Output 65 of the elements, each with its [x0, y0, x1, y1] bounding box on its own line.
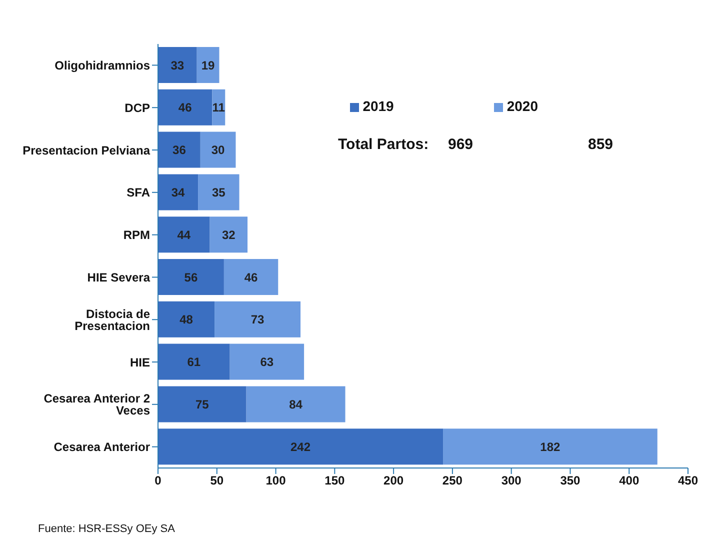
x-tick-label: 150 — [324, 474, 345, 488]
data-label: 61 — [187, 355, 201, 370]
source-note: Fuente: HSR-ESSy OEy SA — [38, 523, 175, 535]
y-tick-label: HIE Severa — [87, 270, 150, 284]
bar — [158, 301, 215, 338]
data-label: 75 — [195, 397, 210, 412]
data-label: 11 — [212, 100, 226, 115]
x-tick-label: 250 — [442, 474, 463, 488]
bar — [200, 132, 236, 168]
annotation: 969 — [448, 136, 474, 153]
bar — [158, 386, 246, 422]
y-tick-label: DCP — [124, 100, 150, 115]
data-label: 36 — [172, 143, 186, 158]
data-label: 84 — [289, 397, 303, 412]
data-label: 46 — [178, 100, 192, 115]
data-label: 19 — [201, 58, 216, 72]
y-tick-label: Distocia de Presentacion — [74, 306, 150, 333]
bar — [158, 428, 444, 465]
x-tick-label: 300 — [501, 474, 522, 488]
bar — [158, 259, 224, 295]
bar — [214, 301, 301, 338]
bar — [210, 216, 248, 253]
data-label: 48 — [180, 312, 194, 327]
bar — [158, 216, 210, 253]
x-tick-label: 350 — [560, 474, 581, 488]
bar — [158, 174, 198, 210]
bar — [230, 344, 304, 380]
annotation: 859 — [588, 136, 614, 153]
data-label: 73 — [250, 312, 265, 327]
data-label: 35 — [212, 185, 226, 200]
bar — [198, 174, 240, 210]
data-label: 56 — [184, 270, 198, 284]
data-label: 44 — [177, 228, 191, 242]
x-tick-label: 450 — [678, 474, 698, 488]
legend-label: 2019 — [362, 98, 394, 114]
x-tick-label: 200 — [384, 474, 404, 488]
bar — [224, 259, 278, 295]
data-label: 32 — [222, 228, 236, 242]
bar — [158, 132, 200, 168]
y-tick-label: Cesarea Anterior 2 Veces — [44, 392, 150, 418]
x-tick-label: 100 — [266, 474, 286, 488]
bar — [196, 47, 220, 83]
annotation: Total Partos: — [338, 136, 430, 153]
y-tick-label: RPM — [123, 228, 150, 242]
data-label: 46 — [244, 270, 258, 284]
x-tick-label: 50 — [210, 474, 224, 488]
y-tick-label: Oligohidramnios — [54, 58, 150, 72]
data-label: 63 — [260, 355, 274, 370]
y-tick-label: HIE — [130, 355, 150, 370]
x-tick-label: 0 — [154, 474, 162, 488]
data-label: 182 — [540, 440, 561, 454]
legend-label: 2020 — [506, 98, 538, 114]
bar — [158, 344, 230, 380]
data-label: 30 — [211, 143, 226, 158]
y-tick-label: Presentacion Pelviana — [22, 143, 150, 158]
bar — [158, 47, 197, 83]
y-tick-label: SFA — [126, 186, 150, 200]
data-label: 34 — [171, 185, 186, 200]
data-label: 33 — [170, 58, 184, 72]
bar — [158, 89, 212, 126]
x-tick-label: 400 — [619, 474, 640, 488]
y-tick-label: Cesarea Anterior — [54, 440, 150, 454]
bar — [246, 386, 346, 422]
bar — [443, 428, 658, 465]
data-label: 242 — [290, 440, 311, 454]
